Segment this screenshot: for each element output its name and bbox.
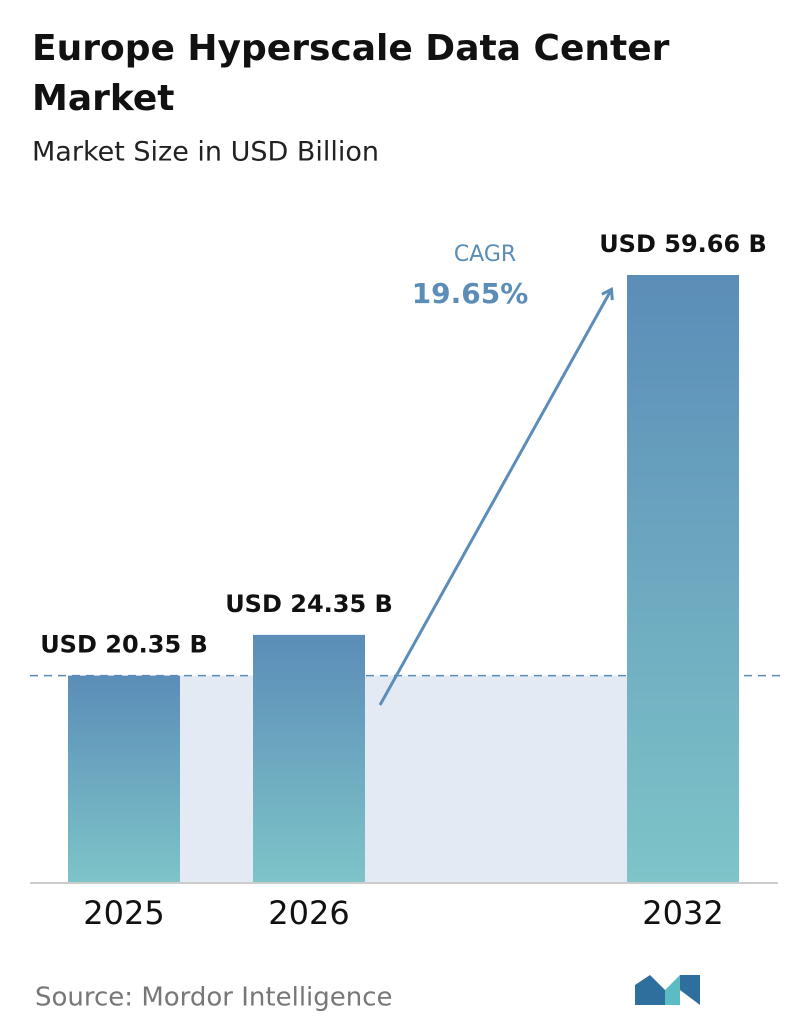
cagr-arrow xyxy=(378,292,610,706)
chart-subtitle: Market Size in USD Billion xyxy=(32,137,379,168)
x-tick-label: 2032 xyxy=(642,894,723,932)
source: Source: Mordor Intelligence xyxy=(35,983,393,1013)
bar xyxy=(68,675,180,883)
bar xyxy=(253,634,365,883)
chart-title: Europe Hyperscale Data Center Market xyxy=(32,28,670,119)
cagr-value: 19.65% xyxy=(412,277,529,310)
logo xyxy=(635,975,700,1005)
x-tick-label: 2025 xyxy=(83,894,164,932)
x-tick-label: 2026 xyxy=(268,894,349,932)
cagr-label: CAGR xyxy=(454,242,516,267)
value-label: USD 20.35 B xyxy=(40,631,208,659)
bar xyxy=(627,275,739,883)
value-label: USD 59.66 B xyxy=(599,230,767,258)
value-label: USD 24.35 B xyxy=(225,590,393,618)
